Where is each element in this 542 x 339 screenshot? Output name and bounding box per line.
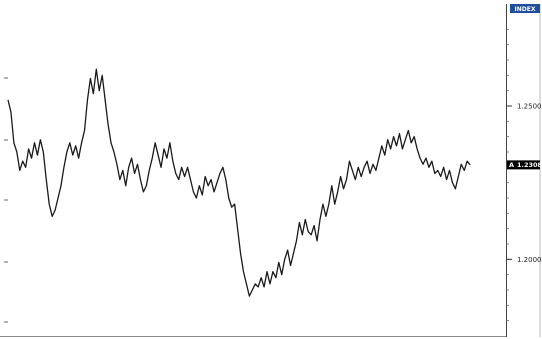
y-tick-label: 1.2500: [517, 103, 542, 111]
index-badge-label: INDEX: [515, 6, 536, 13]
index-badge-background: [510, 4, 540, 13]
last-value-flag: A: [509, 161, 514, 169]
plot-area: [0, 68, 506, 337]
y-tick-label: 1.2000: [517, 256, 542, 264]
last-value-label: 1.2308: [517, 161, 542, 169]
index-badge: INDEX: [510, 4, 540, 13]
y-axis: 1.2000 1.2500: [506, 4, 542, 337]
last-value-marker: A 1.2308: [507, 160, 542, 170]
series-line: [7, 68, 471, 297]
last-value-box: [507, 160, 540, 170]
